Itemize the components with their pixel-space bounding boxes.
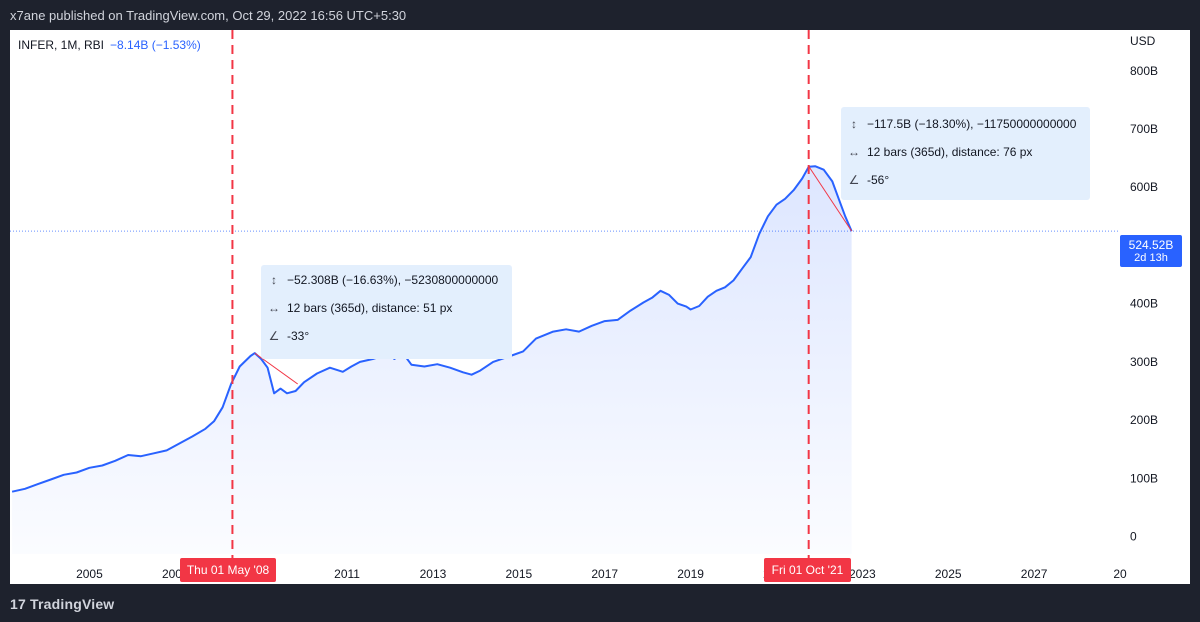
y-tick-label: 100B: [1130, 471, 1158, 485]
chart-legend: INFER, 1M, RBI −8.14B (−1.53%): [18, 38, 201, 52]
x-tick-label: 2013: [420, 567, 447, 581]
right-gutter: [1190, 30, 1200, 584]
tooltip-angle: -56°: [867, 173, 890, 187]
publisher-header: x7ane published on TradingView.com, Oct …: [0, 0, 1200, 30]
x-tick-label: 2005: [76, 567, 103, 581]
x-tick-label: 2011: [334, 567, 360, 581]
y-tick-label: 200B: [1130, 413, 1158, 427]
footer: 17 TradingView: [0, 584, 1200, 622]
tooltip-range: 12 bars (365d), distance: 76 px: [867, 145, 1033, 159]
series-line: [11, 165, 853, 493]
bar-countdown: 2d 13h: [1134, 252, 1168, 264]
measure-line-2: [808, 165, 853, 232]
y-tick-label: 600B: [1130, 180, 1158, 194]
price-axis[interactable]: [1120, 30, 1190, 584]
x-tick-label: 2017: [591, 567, 618, 581]
y-tick-label: 0: [1130, 530, 1137, 544]
x-tick-label: 20: [1113, 567, 1127, 581]
tooltip-angle: -33°: [287, 329, 310, 343]
change-label: −8.14B (−1.53%): [110, 38, 201, 52]
tradingview-logo[interactable]: 17 TradingView: [10, 596, 114, 612]
measure-tooltip-2: ↕ −117.5B (−18.30%), −11750000000000 ↔ 12 …: [841, 107, 1090, 200]
angle-icon: ∠: [268, 329, 280, 343]
x-tick-label: 2023: [849, 567, 876, 581]
tooltip-price-change: −117.5B (−18.30%), −11750000000000: [867, 117, 1077, 131]
date-marker-badge-2: Fri 01 Oct '21: [764, 558, 851, 582]
tooltip-range: 12 bars (365d), distance: 51 px: [287, 301, 453, 315]
y-tick-label: 300B: [1130, 355, 1158, 369]
x-tick-label: 2015: [505, 567, 532, 581]
price-range-icon: ↕: [851, 117, 857, 131]
tooltip-price-change: −52.308B (−16.63%), −5230800000000: [287, 273, 499, 287]
date-marker-badge-1: Thu 01 May '08: [180, 558, 276, 582]
publisher-line: x7ane published on TradingView.com, Oct …: [10, 8, 407, 23]
price-range-icon: ↕: [271, 273, 277, 287]
y-tick-label: 700B: [1130, 122, 1158, 136]
y-tick-label: 800B: [1130, 64, 1158, 78]
logo-text: TradingView: [29, 596, 115, 612]
x-tick-label: 2019: [677, 567, 704, 581]
bars-range-icon: ↔: [848, 145, 860, 159]
x-tick-label: 2025: [935, 567, 962, 581]
x-tick-label: 2027: [1021, 567, 1048, 581]
measure-tooltip-1: ↕ −52.308B (−16.63%), −5230800000000 ↔ 12 …: [261, 265, 512, 359]
y-tick-label: 400B: [1130, 297, 1158, 311]
angle-icon: ∠: [848, 173, 860, 187]
symbol-label: INFER, 1M, RBI: [18, 38, 105, 52]
logo-mark: 17: [10, 596, 26, 612]
series-area-fill: [12, 166, 852, 554]
currency-label: USD: [1130, 34, 1156, 48]
last-price: 524.52B: [1128, 238, 1174, 252]
last-price-badge: 524.52B 2d 13h: [1120, 235, 1182, 267]
bars-range-icon: ↔: [268, 301, 280, 315]
